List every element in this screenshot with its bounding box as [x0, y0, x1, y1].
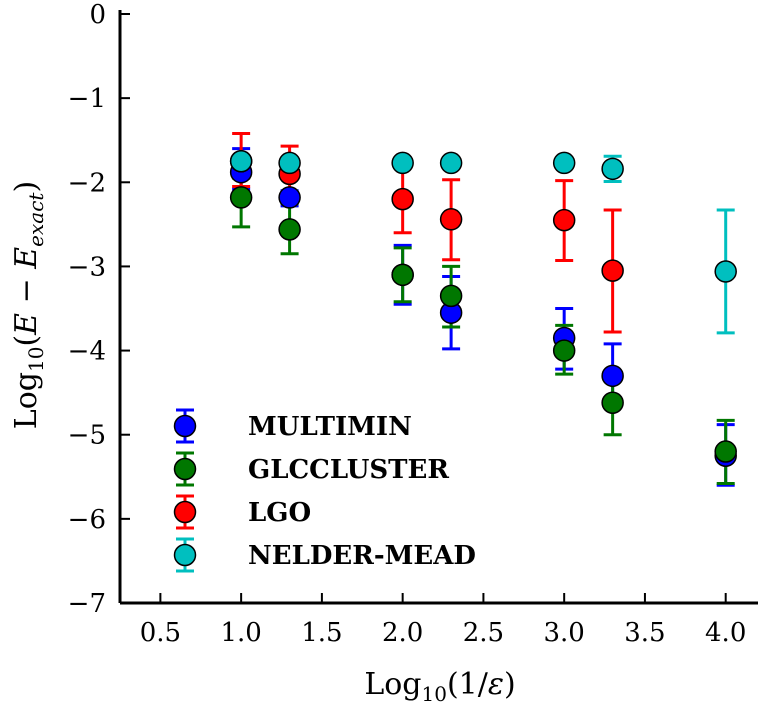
y-tick-label: −3 — [68, 252, 106, 282]
y-tick-label: 0 — [89, 0, 106, 30]
legend-marker — [173, 543, 197, 567]
data-point — [391, 263, 414, 287]
y-tick-label: −7 — [68, 589, 106, 619]
data-point — [391, 187, 414, 211]
data-point — [439, 284, 463, 308]
data-point — [601, 157, 624, 181]
y-tick-label: −1 — [68, 84, 106, 114]
legend: MULTIMIN GLCCLUSTER LGO NELDER-MEAD — [173, 408, 476, 573]
y-tick-label: −6 — [68, 505, 106, 535]
data-point — [278, 218, 301, 241]
legend-label: GLCCLUSTER — [248, 455, 449, 485]
data-point — [278, 151, 301, 175]
x-tick-label: 4.0 — [705, 618, 746, 648]
legend-label: NELDER-MEAD — [248, 541, 476, 571]
legend-label: LGO — [248, 498, 311, 528]
y-tick-label: −5 — [68, 421, 106, 451]
data-point — [601, 364, 624, 388]
x-tick-label: 0.5 — [140, 618, 181, 648]
data-point — [278, 186, 301, 209]
data-point — [552, 151, 576, 175]
data-point — [601, 391, 624, 414]
y-tick-label: −2 — [68, 168, 106, 198]
legend-label: MULTIMIN — [248, 412, 412, 442]
data-point — [391, 151, 414, 175]
y-tick-label: −4 — [68, 337, 106, 367]
legend-marker — [173, 500, 197, 524]
data-point — [714, 440, 737, 463]
data-point — [229, 150, 253, 173]
x-tick-label: 1.0 — [220, 618, 261, 648]
axes: 0.5 1.0 1.5 2.0 2.5 3.0 3.5 4.0 0 −1 −2 −3 −4 −5 −6 −7 — [68, 0, 758, 648]
x-axis-label: Log10(1/ε) — [364, 667, 515, 704]
y-axis-label: Log10(E − Eexact) — [9, 181, 48, 429]
x-tick-label: 3.5 — [624, 618, 665, 648]
data-point — [601, 259, 624, 282]
x-tick-label: 2.5 — [463, 618, 504, 648]
x-tick-label: 2.0 — [382, 618, 423, 648]
data-point — [439, 151, 463, 175]
legend-marker — [173, 457, 197, 481]
data-point — [714, 260, 737, 283]
x-tick-label: 1.5 — [301, 618, 342, 648]
data-markers — [229, 150, 737, 467]
data-point — [439, 208, 463, 231]
data-point — [552, 208, 576, 232]
data-point — [552, 339, 576, 362]
x-tick-label: 3.0 — [543, 618, 584, 648]
data-point — [229, 186, 253, 209]
legend-marker — [173, 414, 197, 438]
